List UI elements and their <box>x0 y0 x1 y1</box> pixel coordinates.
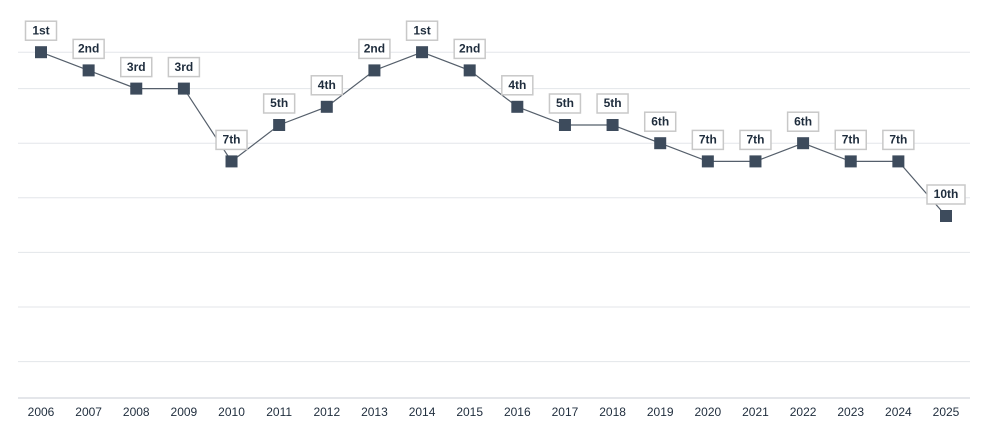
value-label: 2nd <box>459 42 480 56</box>
marker <box>797 137 810 150</box>
x-tick-label: 2022 <box>790 405 817 419</box>
marker <box>130 82 143 95</box>
marker <box>320 100 333 113</box>
label-box <box>882 129 915 151</box>
marker <box>844 155 857 168</box>
x-tick-label: 2025 <box>933 405 960 419</box>
x-tick-label: 2017 <box>552 405 579 419</box>
x-tick-label: 2020 <box>694 405 721 419</box>
marker <box>35 46 47 59</box>
value-label: 7th <box>746 133 764 147</box>
value-label: 4th <box>318 78 336 92</box>
label-box <box>643 111 677 132</box>
x-tick-label: 2014 <box>409 405 436 419</box>
value-label: 6th <box>794 114 812 128</box>
label-box <box>310 75 344 96</box>
x-tick-label: 2016 <box>504 405 531 419</box>
label-box <box>358 38 391 60</box>
label-box <box>926 184 966 205</box>
value-label: 10th <box>934 187 959 201</box>
marker <box>225 155 238 168</box>
value-label: 7th <box>842 133 860 147</box>
label-box <box>501 75 534 96</box>
label-box <box>453 38 486 60</box>
value-label: 7th <box>223 133 241 147</box>
x-tick-label: 2007 <box>75 405 102 419</box>
marker <box>82 64 95 77</box>
value-label: 1st <box>32 23 49 37</box>
label-box <box>262 93 296 114</box>
marker <box>606 119 619 131</box>
label-box <box>691 129 725 151</box>
label-box <box>72 38 105 60</box>
marker <box>511 100 524 113</box>
value-label: 2nd <box>78 42 99 56</box>
x-tick-label: 2010 <box>218 405 245 419</box>
x-tick-label: 2011 <box>266 405 292 419</box>
value-label: 3rd <box>175 60 194 74</box>
marker <box>273 119 286 131</box>
x-tick-label: 2019 <box>647 405 674 419</box>
value-label: 7th <box>699 133 717 147</box>
x-tick-label: 2009 <box>171 405 198 419</box>
x-tick-label: 2012 <box>313 405 340 419</box>
label-box <box>834 129 867 151</box>
marker <box>558 119 571 131</box>
x-tick-label: 2024 <box>885 405 912 419</box>
x-tick-label: 2013 <box>361 405 388 419</box>
marker <box>463 64 476 77</box>
marker <box>416 46 429 59</box>
value-label: 7th <box>889 133 907 147</box>
line <box>40 51 947 217</box>
label-box <box>596 93 629 114</box>
label-box <box>786 111 820 132</box>
x-tick-label: 2018 <box>599 405 626 419</box>
x-tick-label: 2015 <box>456 405 483 419</box>
label-box <box>24 20 58 41</box>
label-box <box>405 20 439 41</box>
value-label: 1st <box>413 23 430 37</box>
label-box <box>167 56 201 78</box>
value-label: 5th <box>604 96 622 110</box>
x-tick-label: 2006 <box>28 405 55 419</box>
value-label: 3rd <box>127 60 146 74</box>
value-label: 5th <box>270 96 288 110</box>
value-label: 5th <box>556 96 574 110</box>
label-box <box>120 56 153 78</box>
marker <box>749 155 762 168</box>
value-label: 2nd <box>364 42 385 56</box>
value-label: 4th <box>508 78 526 92</box>
label-box <box>739 129 772 151</box>
marker <box>368 64 381 77</box>
marker <box>654 137 667 150</box>
marker <box>892 155 905 168</box>
x-tick-label: 2021 <box>742 405 769 419</box>
marker <box>940 210 952 222</box>
x-tick-label: 2023 <box>837 405 864 419</box>
label-box <box>548 93 582 114</box>
label-box <box>215 129 248 151</box>
x-tick-label: 2008 <box>123 405 150 419</box>
marker <box>177 82 190 95</box>
value-label: 6th <box>651 114 669 128</box>
marker <box>701 155 714 168</box>
